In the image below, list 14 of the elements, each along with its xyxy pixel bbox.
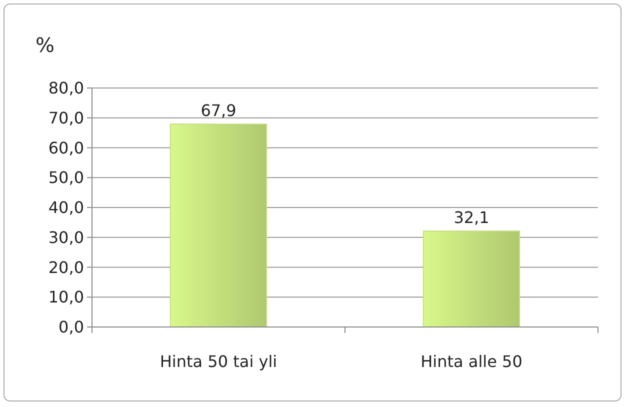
y-tick-label: 40,0 [48, 198, 84, 218]
y-tick-label: 80,0 [48, 78, 84, 98]
data-label: 32,1 [454, 208, 490, 228]
y-tick-label: 70,0 [48, 108, 84, 128]
y-tick-label: 30,0 [48, 228, 84, 247]
data-label: 67,9 [200, 101, 236, 120]
y-tick-label: 0,0 [58, 318, 84, 337]
y-tick-label: 20,0 [48, 258, 84, 277]
y-axis-title: % [35, 33, 55, 57]
y-tick-label: 60,0 [48, 138, 84, 158]
y-tick-label: 50,0 [48, 168, 84, 188]
x-tick-label: Hinta 50 tai yli [160, 352, 278, 371]
y-tick-label: 10,0 [48, 288, 84, 307]
x-tick-label: Hinta alle 50 [420, 352, 522, 371]
